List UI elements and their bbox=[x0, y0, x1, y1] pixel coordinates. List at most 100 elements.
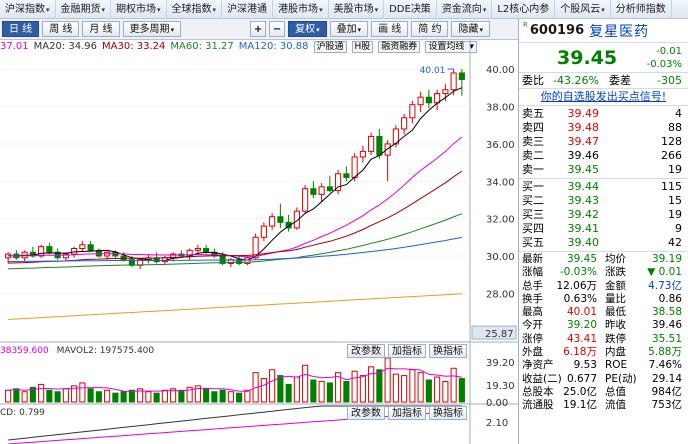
simple-view-button[interactable]: 简 约 bbox=[411, 21, 449, 37]
candle-body bbox=[458, 72, 465, 80]
period-weekly-button[interactable]: 周 线 bbox=[42, 21, 80, 37]
nav-item-label: 个股风云 bbox=[560, 3, 601, 15]
volume-bar bbox=[227, 391, 234, 403]
price-tick-label: 36.00 bbox=[486, 140, 515, 151]
volume-bar bbox=[368, 366, 375, 403]
candle-body bbox=[318, 186, 325, 195]
stat-value-2: 39.19 bbox=[651, 253, 682, 265]
stat-label-2: 最低 bbox=[605, 306, 626, 319]
stat-row: 总手 12.06万 金额 4.73亿 bbox=[519, 280, 688, 293]
nav-item[interactable]: 金融期货▾ bbox=[56, 0, 112, 19]
volume-bar bbox=[392, 373, 399, 403]
kline-chart-area[interactable]: 37.01 MA20: 34.96 MA30: 33.24 MA60: 31.2… bbox=[0, 40, 518, 444]
zoom-in-button[interactable]: + bbox=[250, 21, 267, 37]
bid-row[interactable]: 买一 39.44 115 bbox=[519, 180, 688, 194]
stat-value: 43.41 bbox=[566, 332, 597, 345]
h-share-chip[interactable]: H股 bbox=[351, 40, 374, 53]
ask-row[interactable]: 卖三 39.47 128 bbox=[519, 135, 688, 149]
nav-item-label: 港股市场 bbox=[278, 3, 319, 15]
stock-code: 600196 bbox=[529, 23, 585, 38]
candle-body bbox=[293, 210, 300, 229]
nav-item[interactable]: 沪深指数▾ bbox=[0, 0, 56, 19]
period-monthly-button[interactable]: 月 线 bbox=[82, 21, 120, 37]
nav-item[interactable]: 个股风云▾ bbox=[555, 0, 611, 19]
volume-bar bbox=[434, 376, 441, 403]
nav-item[interactable]: L2核心内参 bbox=[492, 0, 556, 19]
quote-panel: R 600196 复星医药 39.45 -0.01 -0.03% 委比 -43.… bbox=[518, 19, 688, 444]
macd-edit-params-button[interactable]: 改参数 bbox=[347, 406, 385, 420]
volume-bar bbox=[293, 376, 300, 403]
level-price: 39.44 bbox=[567, 180, 600, 193]
ma-settings-chip[interactable]: 设置均线 ▾ bbox=[425, 40, 477, 53]
bid-row[interactable]: 买四 39.41 9 bbox=[519, 222, 688, 236]
stat-label-2: 金额 bbox=[605, 279, 626, 292]
nav-item[interactable]: 分析师指数 bbox=[611, 0, 672, 19]
nav-item[interactable]: 港股市场▾ bbox=[273, 0, 329, 19]
volume-bar bbox=[128, 389, 135, 403]
candle-body bbox=[79, 244, 86, 249]
overlay-button[interactable]: 叠加▾ bbox=[329, 21, 369, 37]
vol-switch-indicator-button[interactable]: 换指标 bbox=[429, 344, 467, 358]
stat-label: 净资产 bbox=[522, 359, 554, 372]
bid-row[interactable]: 买三 39.42 19 bbox=[519, 208, 688, 222]
volume-bar bbox=[170, 388, 177, 403]
period-daily-button[interactable]: 日 线 bbox=[2, 21, 40, 37]
bid-row[interactable]: 买二 39.43 15 bbox=[519, 194, 688, 208]
stat-row: 净资产 9.53 ROE 7.46% bbox=[519, 359, 688, 372]
ask-row[interactable]: 卖四 39.48 88 bbox=[519, 121, 688, 135]
hk-connect-chip[interactable]: 沪股通 bbox=[313, 40, 347, 53]
nav-item-label: 美股市场 bbox=[333, 3, 374, 15]
volume-bar bbox=[219, 389, 226, 403]
vol-edit-params-button[interactable]: 改参数 bbox=[347, 344, 385, 358]
candle-body bbox=[269, 216, 276, 227]
stock-name[interactable]: 复星医药 bbox=[589, 23, 650, 40]
more-periods-button[interactable]: 更多周期▾ bbox=[122, 21, 182, 37]
bid-row[interactable]: 买五 39.40 42 bbox=[519, 236, 688, 250]
ask-row[interactable]: 卖二 39.46 266 bbox=[519, 149, 688, 163]
stat-label-2: 涨跌 bbox=[605, 266, 626, 279]
level-volume: 42 bbox=[668, 236, 682, 249]
stat-value-2: 5.88万 bbox=[648, 346, 682, 359]
volume-bar bbox=[112, 392, 119, 403]
stat-value: 0.63% bbox=[563, 292, 597, 305]
stat-label: 涨幅 bbox=[522, 266, 543, 279]
level-volume: 9 bbox=[675, 222, 682, 235]
zoom-out-button[interactable]: − bbox=[269, 21, 286, 37]
ask-row[interactable]: 卖五 39.49 4 bbox=[519, 107, 688, 121]
nav-item[interactable]: 美股市场▾ bbox=[329, 0, 385, 19]
nav-item[interactable]: 期权市场▾ bbox=[111, 0, 167, 19]
candle-body bbox=[335, 173, 342, 192]
nav-item[interactable]: 资金流向▾ bbox=[437, 0, 493, 19]
stat-value: 12.06万 bbox=[556, 279, 597, 292]
level-label: 买四 bbox=[522, 222, 544, 235]
macd-switch-indicator-button[interactable]: 换指标 bbox=[429, 406, 467, 420]
nav-item[interactable]: 全球指数▾ bbox=[167, 0, 223, 19]
price-tick-label: 32.00 bbox=[486, 215, 515, 226]
ask-row[interactable]: 卖一 39.45 19 bbox=[519, 163, 688, 177]
stat-value-2: 7.46% bbox=[648, 359, 682, 372]
candle-body bbox=[376, 135, 383, 156]
nav-item[interactable]: DDE决策 bbox=[384, 0, 437, 19]
draw-line-button[interactable]: 画 线 bbox=[371, 21, 409, 37]
margin-trading-chip[interactable]: 融资融券 bbox=[378, 40, 421, 53]
volume-bar bbox=[260, 378, 267, 403]
nav-item[interactable]: 沪深港通 bbox=[222, 0, 274, 19]
volume-bar bbox=[376, 369, 383, 403]
hide-button[interactable]: 隐藏▾ bbox=[451, 21, 490, 37]
stat-value: 6.18万 bbox=[563, 346, 597, 359]
fuquan-button[interactable]: 复权▾ bbox=[288, 21, 327, 37]
fuquan-label: 复权 bbox=[295, 24, 316, 35]
chevron-down-icon: ▾ bbox=[170, 26, 175, 34]
ma60-value: MA60: 31.27 bbox=[170, 41, 234, 52]
vol-add-indicator-button[interactable]: 加指标 bbox=[388, 344, 426, 358]
volume-bar bbox=[178, 389, 185, 403]
signal-alert-link[interactable]: 你的自选股发出买点信号! bbox=[519, 89, 688, 106]
candle-body bbox=[425, 96, 432, 104]
volume-bar bbox=[145, 391, 152, 403]
chevron-down-icon: ▾ bbox=[479, 26, 483, 34]
volume-tools: 改参数 加指标 换指标 bbox=[344, 344, 467, 358]
candle-body bbox=[260, 225, 267, 238]
macd-add-indicator-button[interactable]: 加指标 bbox=[388, 406, 426, 420]
top-nav: 沪深指数▾ 金融期货▾ 期权市场▾ 全球指数▾ 沪深港通 港股市场▾ 美股市场▾ DDE决策资… bbox=[0, 0, 688, 19]
level-label: 卖三 bbox=[522, 135, 544, 148]
